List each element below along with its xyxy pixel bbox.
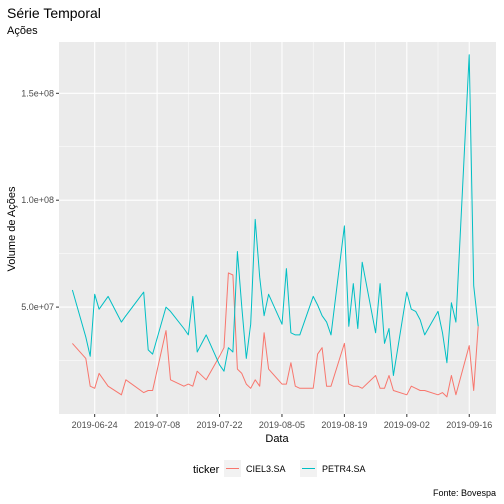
x-tick-label: 2019-07-08 xyxy=(134,420,180,430)
legend-label: CIEL3.SA xyxy=(246,464,286,474)
legend-title: ticker xyxy=(193,464,220,476)
x-tick-label: 2019-09-02 xyxy=(384,420,430,430)
series-line-petr4-sa xyxy=(71,54,479,376)
x-tick-label: 2019-06-24 xyxy=(72,420,118,430)
x-tick-label: 2019-08-05 xyxy=(259,420,305,430)
y-tick-label: 1.5e+08 xyxy=(21,88,54,98)
x-tick-label: 2019-09-16 xyxy=(446,420,492,430)
x-tick-label: 2019-07-22 xyxy=(197,420,243,430)
chart-caption: Fonte: Bovespa xyxy=(433,488,496,498)
x-axis-title: Data xyxy=(265,433,289,445)
y-tick-label: 5.0e+07 xyxy=(21,302,54,312)
series-layer xyxy=(71,54,479,398)
plot-panel xyxy=(59,42,496,414)
grid-minor xyxy=(59,42,496,414)
y-tick-label: 1.0e+08 xyxy=(21,195,54,205)
series-line-ciel3-sa xyxy=(72,272,479,398)
legend: ticker CIEL3.SA PETR4.SA xyxy=(193,460,366,477)
chart-subtitle: Ações xyxy=(7,25,38,37)
x-axis: 2019-06-24 2019-07-08 2019-07-22 2019-08-05… xyxy=(72,414,492,430)
y-axis-title: Volume de Ações xyxy=(6,186,18,272)
x-tick-label: 2019-08-19 xyxy=(321,420,367,430)
legend-label: PETR4.SA xyxy=(322,464,366,474)
chart-title: Série Temporal xyxy=(7,5,101,21)
y-axis: 5.0e+07 1.0e+08 1.5e+08 xyxy=(21,88,59,312)
